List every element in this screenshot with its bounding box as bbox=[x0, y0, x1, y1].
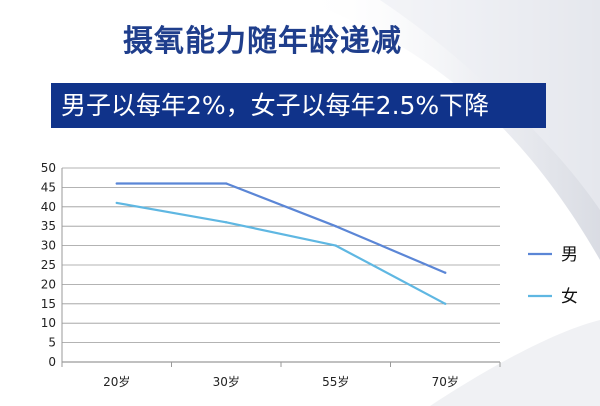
data-point-female bbox=[334, 244, 337, 247]
data-point-male bbox=[115, 182, 118, 185]
data-point-female bbox=[225, 221, 228, 224]
y-tick-label: 30 bbox=[41, 239, 56, 253]
y-tick-label: 0 bbox=[48, 355, 56, 369]
y-tick-label: 35 bbox=[41, 219, 56, 233]
series-line-female bbox=[116, 201, 446, 305]
x-tick-label: 20岁 bbox=[103, 374, 130, 389]
data-point-male bbox=[334, 225, 337, 228]
y-tick-label: 40 bbox=[41, 200, 56, 214]
legend-label-female: 女 bbox=[561, 287, 578, 307]
x-tick-label: 30岁 bbox=[213, 374, 240, 389]
y-tick-label: 20 bbox=[41, 277, 56, 291]
y-tick-label: 25 bbox=[41, 258, 56, 272]
series-line-male bbox=[116, 182, 446, 274]
y-tick-label: 45 bbox=[41, 180, 56, 194]
y-tick-label: 15 bbox=[41, 297, 56, 311]
data-point-female bbox=[444, 302, 447, 305]
y-tick-label: 5 bbox=[48, 336, 56, 350]
legend-label-male: 男 bbox=[561, 245, 578, 265]
data-point-male bbox=[444, 271, 447, 274]
data-point-male bbox=[225, 182, 228, 185]
y-tick-label: 50 bbox=[41, 161, 56, 175]
y-tick-label: 10 bbox=[41, 316, 56, 330]
x-tick-label: 70岁 bbox=[432, 374, 459, 389]
x-tick-label: 55岁 bbox=[322, 374, 349, 389]
data-point-female bbox=[115, 201, 118, 205]
